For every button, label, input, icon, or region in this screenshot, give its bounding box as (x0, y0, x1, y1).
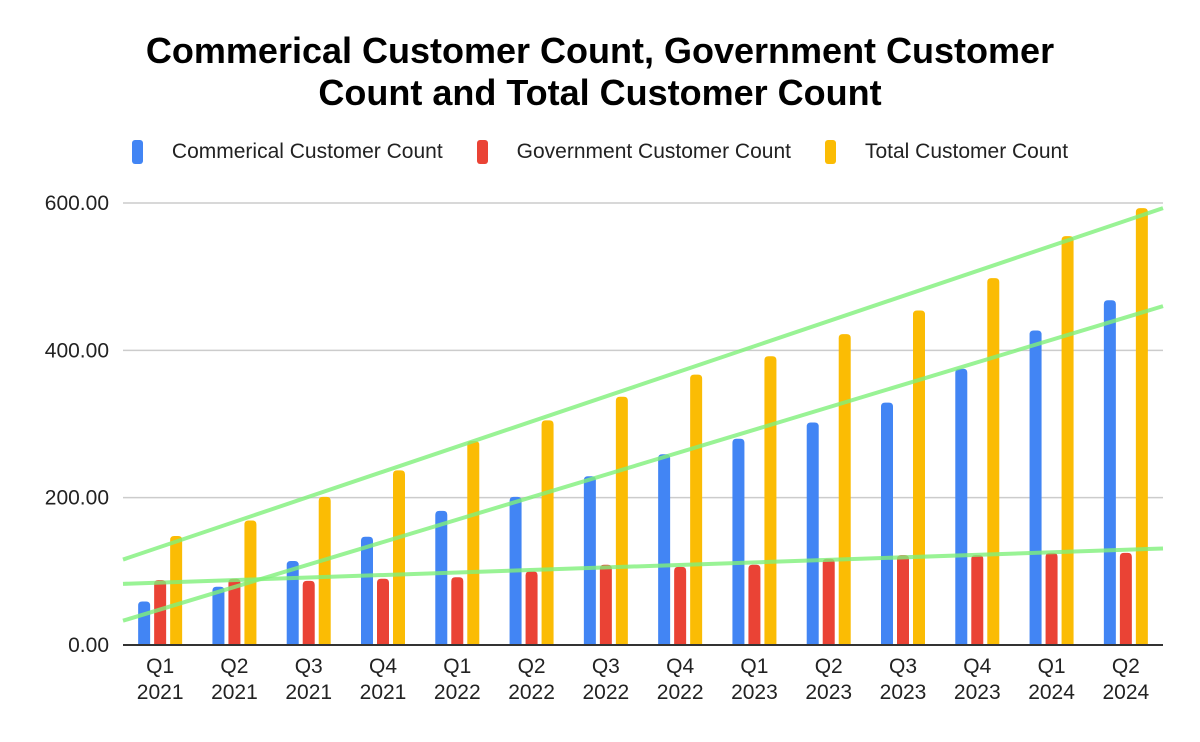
bar-government[interactable] (154, 580, 167, 645)
bar-total[interactable] (467, 440, 480, 645)
bar-total[interactable] (764, 356, 777, 645)
bar-total[interactable] (1135, 208, 1148, 645)
bar-commercial[interactable] (881, 402, 893, 645)
bar-commercial[interactable] (658, 454, 671, 645)
bar-total[interactable] (913, 310, 925, 645)
x-tick-label-quarter: Q1 (740, 655, 768, 678)
x-tick-label-year: 2022 (657, 681, 704, 704)
x-tick-label-year: 2021 (285, 681, 332, 704)
bar-total[interactable] (987, 278, 1000, 645)
x-tick-label-year: 2022 (582, 681, 629, 704)
bar-commercial[interactable] (212, 586, 225, 645)
x-tick-label-year: 2023 (880, 681, 927, 704)
y-tick-label: 400.00 (45, 339, 109, 362)
bar-total[interactable] (615, 396, 628, 645)
x-tick-label-quarter: Q1 (443, 655, 471, 678)
gridlines (123, 202, 1163, 499)
bar-commercial[interactable] (1103, 300, 1116, 645)
chart-title: Commerical Customer Count, Government Cu… (0, 30, 1200, 114)
x-tick-label-quarter: Q2 (815, 655, 843, 678)
legend-item-government[interactable]: Government Customer Count (476, 140, 791, 164)
bar-government[interactable] (228, 578, 241, 645)
legend-swatch-commercial (131, 140, 143, 164)
legend-swatch-total (824, 140, 836, 164)
x-tick-label-quarter: Q2 (220, 655, 248, 678)
trendline-commercial (122, 304, 1164, 623)
x-tick-label-year: 2022 (508, 681, 555, 704)
bar-government[interactable] (525, 571, 538, 645)
bar-commercial[interactable] (955, 368, 968, 645)
bar-government[interactable] (1045, 552, 1058, 645)
bar-commercial[interactable] (583, 476, 596, 645)
bar-commercial[interactable] (732, 438, 745, 645)
legend-label-government: Government Customer Count (516, 140, 791, 163)
bar-commercial[interactable] (806, 422, 819, 645)
x-tick-label-quarter: Q4 (666, 655, 694, 678)
chart-legend: Commerical Customer Count Government Cus… (0, 140, 1200, 164)
bar-commercial[interactable] (138, 601, 151, 645)
bar-total[interactable] (318, 496, 331, 645)
x-tick-label-year: 2024 (1028, 681, 1075, 704)
x-tick-label-year: 2023 (805, 681, 852, 704)
bar-government[interactable] (674, 566, 687, 645)
bar-commercial[interactable] (361, 536, 373, 645)
bar-government[interactable] (897, 555, 909, 645)
trendline-total (122, 206, 1164, 562)
bar-commercial[interactable] (1029, 330, 1042, 645)
chart-title-line-1: Commerical Customer Count, Government Cu… (145, 30, 1055, 71)
x-axis: Q1 2021 Q2 2021 Q3 2021 Q4 2021 Q1 2022 Q2 2022 Q3 20… (123, 644, 1163, 704)
x-tick-label-quarter: Q1 (146, 655, 174, 678)
y-tick-label: 200.00 (45, 487, 109, 510)
x-tick-label-quarter: Q3 (889, 655, 917, 678)
bar-total[interactable] (541, 420, 554, 645)
bar-government[interactable] (599, 564, 612, 645)
bar-government[interactable] (822, 558, 835, 645)
y-axis-ticks: 0.00 200.00 400.00 600.00 (45, 192, 109, 657)
legend-swatch-government (476, 140, 488, 164)
bar-total[interactable] (170, 535, 183, 645)
trendline-government (122, 546, 1164, 586)
x-tick-label-year: 2021 (211, 681, 258, 704)
bar-total[interactable] (1061, 236, 1074, 645)
x-tick-label-year: 2021 (137, 681, 184, 704)
bar-total[interactable] (838, 334, 851, 645)
x-tick-label-quarter: Q1 (1038, 655, 1066, 678)
chart-title-line-2: Count and Total Customer Count (318, 72, 882, 113)
bar-total[interactable] (690, 374, 703, 645)
bar-government[interactable] (451, 577, 464, 645)
legend-label-total: Total Customer Count (864, 140, 1069, 163)
bar-commercial[interactable] (435, 510, 448, 645)
x-tick-label-year: 2023 (731, 681, 778, 704)
x-tick-label-quarter: Q4 (369, 655, 397, 678)
y-tick-label: 0.00 (68, 634, 109, 657)
bar-government[interactable] (1119, 552, 1132, 645)
legend-label-commercial: Commerical Customer Count (171, 140, 443, 163)
x-tick-label-year: 2021 (360, 681, 407, 704)
bar-government[interactable] (748, 564, 761, 645)
x-tick-label-quarter: Q3 (592, 655, 620, 678)
x-tick-label-quarter: Q4 (963, 655, 991, 678)
x-tick-label-year: 2023 (954, 681, 1001, 704)
bar-government[interactable] (377, 578, 389, 645)
legend-item-total[interactable]: Total Customer Count (824, 140, 1069, 164)
legend-item-commercial[interactable]: Commerical Customer Count (131, 140, 443, 164)
x-tick-label-quarter: Q3 (295, 655, 323, 678)
x-tick-label-quarter: Q2 (518, 655, 546, 678)
y-tick-label: 600.00 (45, 192, 109, 215)
x-tick-label-year: 2024 (1102, 681, 1149, 704)
bar-commercial[interactable] (286, 561, 299, 645)
trendlines (122, 206, 1164, 623)
bars (138, 208, 1148, 645)
bar-total[interactable] (393, 470, 405, 645)
x-tick-label-quarter: Q2 (1112, 655, 1140, 678)
bar-government[interactable] (971, 555, 984, 645)
bar-government[interactable] (302, 580, 315, 645)
x-tick-label-year: 2022 (434, 681, 481, 704)
